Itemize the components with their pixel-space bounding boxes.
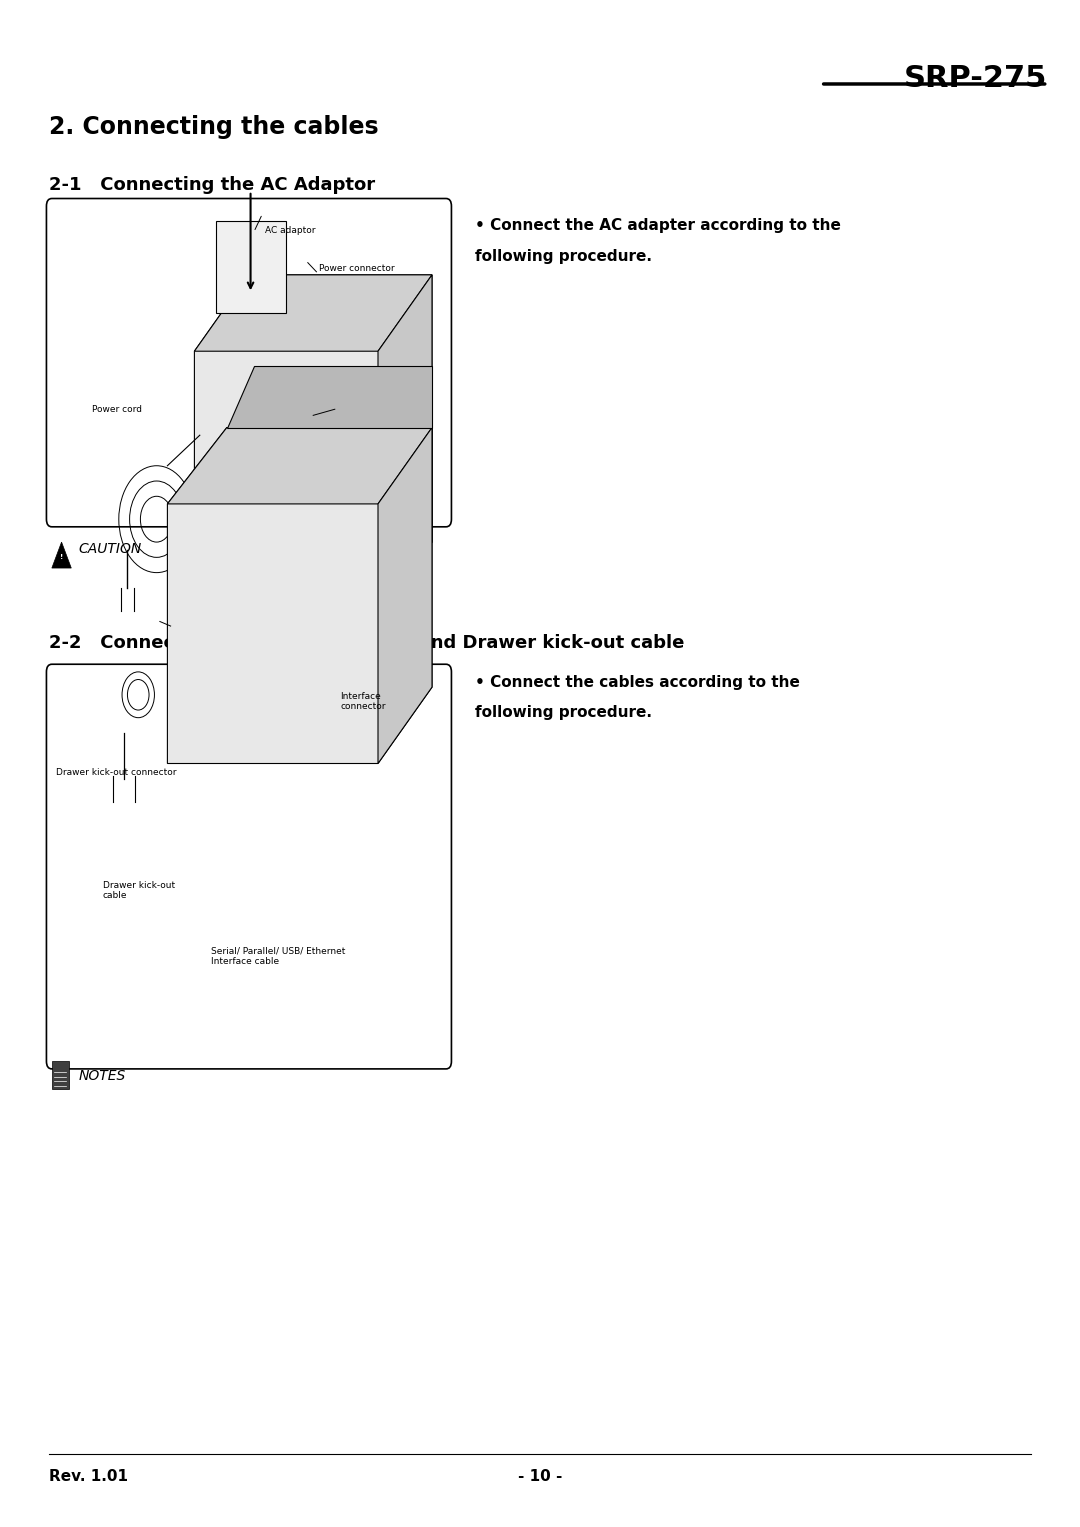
Text: following procedure.: following procedure. (475, 705, 652, 721)
Text: • Connect the AC adapter according to the: • Connect the AC adapter according to th… (475, 218, 841, 234)
Text: Power cord: Power cord (92, 405, 141, 414)
Polygon shape (378, 428, 432, 764)
Text: Drawer kick-out
cable: Drawer kick-out cable (103, 881, 175, 901)
Polygon shape (194, 275, 432, 618)
Text: Power connector: Power connector (319, 264, 394, 273)
FancyBboxPatch shape (46, 199, 451, 527)
Text: Drawer kick-out connector: Drawer kick-out connector (56, 768, 177, 777)
Text: 2-2   Connecting the Interface cable and Drawer kick-out cable: 2-2 Connecting the Interface cable and D… (49, 634, 684, 652)
Polygon shape (227, 366, 432, 428)
Polygon shape (216, 221, 286, 313)
Text: Serial/ Parallel/ USB/ Ethernet
Interface cable: Serial/ Parallel/ USB/ Ethernet Interfac… (211, 947, 345, 967)
Text: CAUTION: CAUTION (79, 542, 143, 556)
Text: !: ! (59, 554, 64, 560)
Text: - 10 -: - 10 - (517, 1469, 563, 1484)
Polygon shape (167, 428, 432, 504)
Polygon shape (167, 428, 432, 764)
Text: following procedure.: following procedure. (475, 249, 652, 264)
Polygon shape (194, 275, 432, 351)
Text: 2-1   Connecting the AC Adaptor: 2-1 Connecting the AC Adaptor (49, 176, 375, 194)
Text: Interface
connector: Interface connector (340, 692, 386, 712)
Bar (52, 1061, 69, 1089)
Text: NOTES: NOTES (79, 1069, 126, 1083)
Text: Rev. 1.01: Rev. 1.01 (49, 1469, 127, 1484)
Text: • Connect the cables according to the: • Connect the cables according to the (475, 675, 800, 690)
Text: SRP-275: SRP-275 (904, 64, 1048, 93)
Text: AC adaptor: AC adaptor (265, 226, 315, 235)
Text: 2. Connecting the cables: 2. Connecting the cables (49, 115, 378, 139)
Polygon shape (52, 542, 71, 568)
Polygon shape (378, 275, 432, 618)
FancyBboxPatch shape (46, 664, 451, 1069)
